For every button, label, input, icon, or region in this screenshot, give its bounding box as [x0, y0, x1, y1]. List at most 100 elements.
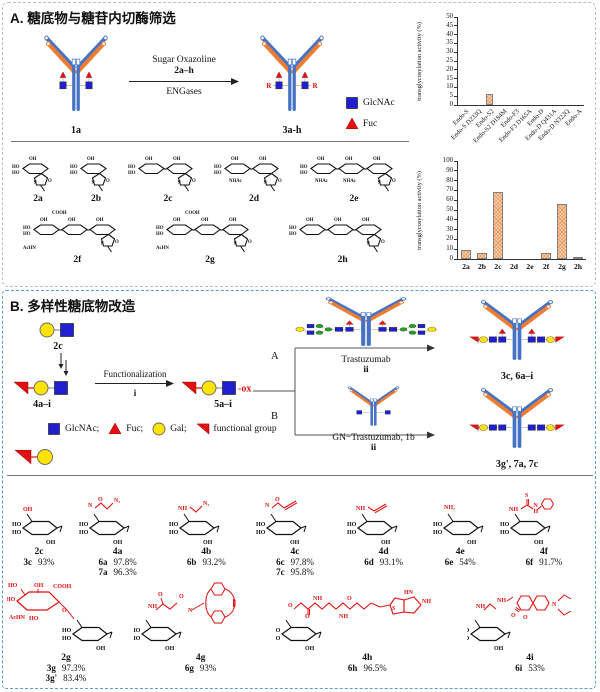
legend-b-label: Fuc; — [126, 423, 144, 434]
rt: O — [98, 497, 103, 503]
ylab-t: transglycosylation activity (%) — [415, 21, 423, 101]
trastuzumab-label: Trastuzumab — [341, 355, 391, 365]
y-tick — [454, 16, 458, 18]
circle — [546, 336, 555, 343]
circle — [480, 300, 487, 305]
polyline — [293, 602, 372, 610]
rt: O — [523, 615, 528, 621]
rect — [488, 336, 497, 343]
line — [374, 505, 387, 514]
glcnac-icon — [47, 421, 61, 436]
rect — [512, 318, 517, 324]
rect — [488, 424, 497, 431]
compound-4e: HO HO OH NH₂ 4e 6e 54% — [428, 481, 492, 567]
c: 6c — [276, 557, 285, 567]
reagent-id-text: 2a–h — [174, 66, 194, 76]
rect — [417, 330, 426, 335]
legend-b-label: Gal; — [170, 423, 187, 434]
line — [515, 606, 521, 611]
line — [483, 393, 518, 419]
rect — [306, 324, 315, 329]
yield-6g: 6g 93% — [185, 663, 217, 673]
path — [61, 224, 89, 236]
step-ii-a: ii — [363, 365, 369, 375]
path — [366, 163, 393, 175]
stt: OH — [173, 218, 181, 223]
st: OH — [305, 646, 315, 652]
g: HO HO OH — [62, 619, 113, 652]
c: 3c — [23, 557, 33, 567]
y-tick — [454, 219, 458, 221]
path — [326, 224, 354, 236]
ylab-t: transglycosylation activity (%) — [415, 170, 423, 250]
rt: NH — [178, 506, 187, 512]
gn-trastuzumab-label: GN−Trastuzumab, 1b — [332, 433, 415, 443]
rt: NH — [509, 507, 518, 513]
y-tick — [454, 69, 458, 71]
circle — [262, 41, 267, 47]
circle — [398, 300, 405, 305]
rt: O — [347, 596, 352, 602]
stt: HO — [12, 165, 20, 170]
stt: O — [115, 240, 119, 245]
double-down-arrow-icon — [58, 353, 69, 376]
y-tick-label: 100 — [442, 157, 453, 164]
v: 91.7% — [539, 557, 563, 567]
rect — [59, 81, 67, 90]
polyline — [520, 504, 534, 510]
v: 93% — [199, 663, 217, 673]
rect — [356, 410, 363, 415]
st: OH — [534, 540, 544, 546]
x-category-label: 2b — [477, 262, 487, 271]
y-tick-label: 10 — [446, 245, 453, 253]
stt: NHAc — [229, 179, 243, 184]
yield-3g': 3g' 83.4% — [46, 673, 87, 683]
rect — [373, 398, 377, 402]
rect — [537, 336, 546, 343]
line — [292, 35, 324, 69]
polyline — [155, 602, 178, 611]
x-category-label: 2g — [558, 262, 566, 271]
product-a-block: 3c, 6a–i — [447, 295, 587, 382]
compound-id-4i: 4i — [526, 653, 534, 663]
polygon — [210, 582, 226, 596]
circle — [37, 449, 53, 465]
c: 3g' — [45, 673, 58, 683]
y-tick-label: 15 — [446, 74, 453, 82]
rect — [527, 336, 536, 343]
stt: HO — [300, 165, 308, 170]
line — [76, 35, 108, 69]
st: HO — [62, 628, 72, 634]
circle — [44, 35, 49, 41]
line — [58, 601, 68, 611]
rt: N — [265, 503, 270, 509]
st: HO — [256, 530, 266, 536]
rt: N — [88, 503, 93, 509]
line — [514, 608, 520, 613]
stt: O — [48, 179, 52, 184]
st: OH — [96, 646, 106, 652]
compound-id-4c: 4c — [290, 547, 300, 557]
rect — [292, 64, 296, 111]
c: 6b — [186, 557, 197, 567]
svg: HOHOOHNHOON — [134, 582, 236, 652]
x-category-label: 2c — [494, 262, 502, 271]
y-tick — [454, 209, 458, 211]
y-tick-label: 0 — [449, 255, 453, 262]
trastuzumab-block: Trastuzumab ii — [291, 293, 441, 375]
fuc-icon — [345, 116, 359, 131]
rt: N — [533, 503, 538, 509]
yield-6d: 6d 93.1% — [364, 557, 403, 567]
rect — [366, 316, 371, 346]
fuc-icon — [108, 421, 122, 436]
compound-id-4f: 4f — [539, 547, 548, 557]
line — [365, 301, 404, 323]
v: 97.3% — [61, 663, 86, 673]
st: HO — [347, 522, 357, 528]
g: HO HO OH — [433, 513, 484, 546]
compound-4f: HO HO OH NH S N H 4f 6f 91.7% — [495, 481, 593, 567]
circle — [399, 327, 408, 332]
